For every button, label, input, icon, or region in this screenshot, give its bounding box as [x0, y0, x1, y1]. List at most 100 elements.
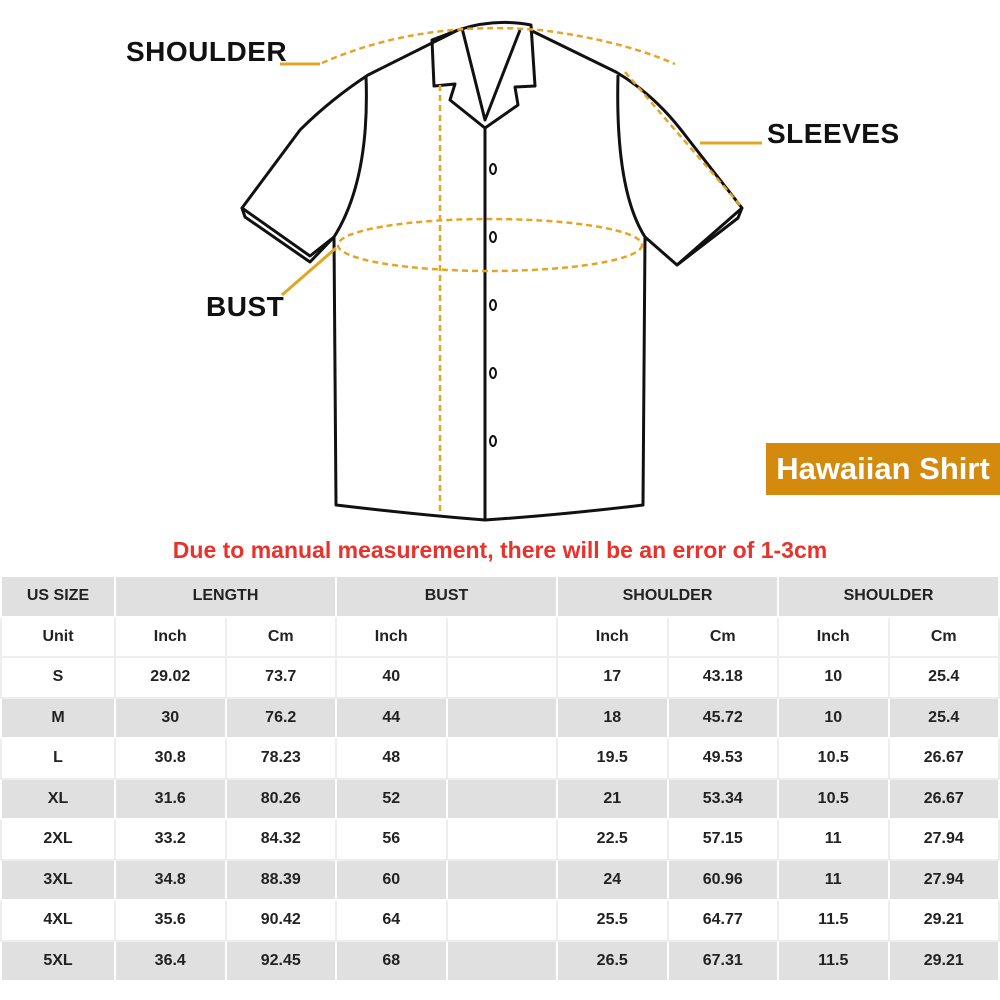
- unit-cell: Unit: [0, 615, 116, 658]
- value-cell: 34.8: [114, 858, 227, 901]
- value-cell: 48: [335, 737, 448, 780]
- value-cell: [445, 939, 558, 982]
- measurement-notice: Due to manual measurement, there will be…: [172, 537, 828, 563]
- value-cell: 92.45: [224, 939, 337, 982]
- size-cell: 3XL: [0, 858, 116, 901]
- shirt-illustration: [240, 20, 762, 522]
- value-cell: 25.4: [887, 696, 1000, 739]
- value-cell: 29.02: [114, 656, 227, 699]
- right-cuff: [676, 207, 744, 267]
- value-cell: 43.18: [666, 656, 779, 699]
- value-cell: 29.21: [887, 899, 1000, 942]
- value-cell: 30: [114, 696, 227, 739]
- shoulder-label: SHOULDER: [126, 36, 288, 67]
- value-cell: 45.72: [666, 696, 779, 739]
- value-cell: 26.5: [556, 939, 669, 982]
- value-cell: 60: [335, 858, 448, 901]
- collar: [430, 20, 537, 130]
- value-cell: 29.21: [887, 939, 1000, 982]
- header-cell: BUST: [335, 575, 558, 618]
- value-cell: [445, 818, 558, 861]
- unit-cell: Inch: [777, 615, 890, 658]
- shoulder-measure-line: [321, 26, 676, 66]
- value-cell: 64.77: [666, 899, 779, 942]
- value-cell: 67.31: [666, 939, 779, 982]
- size-cell: 2XL: [0, 818, 116, 861]
- value-cell: 11.5: [777, 939, 890, 982]
- table-row: XL 31.6 80.26 52 21 53.34 10.5 26.67: [0, 777, 1000, 820]
- value-cell: 27.94: [887, 818, 1000, 861]
- button: [489, 231, 497, 243]
- value-cell: [445, 696, 558, 739]
- size-cell: 4XL: [0, 899, 116, 942]
- bust-measure-line: [336, 217, 644, 273]
- value-cell: 52: [335, 777, 448, 820]
- unit-cell: Cm: [666, 615, 779, 658]
- value-cell: 17: [556, 656, 669, 699]
- value-cell: [445, 777, 558, 820]
- value-cell: 60.96: [666, 858, 779, 901]
- value-cell: 10: [777, 656, 890, 699]
- value-cell: 53.34: [666, 777, 779, 820]
- value-cell: 11: [777, 818, 890, 861]
- size-cell: 5XL: [0, 939, 116, 982]
- value-cell: 73.7: [224, 656, 337, 699]
- value-cell: 26.67: [887, 737, 1000, 780]
- value-cell: 36.4: [114, 939, 227, 982]
- sleeves-label: SLEEVES: [767, 118, 900, 149]
- value-cell: 88.39: [224, 858, 337, 901]
- button: [489, 163, 497, 175]
- size-cell: L: [0, 737, 116, 780]
- left-cuff: [240, 207, 336, 264]
- value-cell: 57.15: [666, 818, 779, 861]
- value-cell: [445, 737, 558, 780]
- table-row: 2XL 33.2 84.32 56 22.5 57.15 11 27.94: [0, 818, 1000, 861]
- value-cell: 22.5: [556, 818, 669, 861]
- collar-v: [460, 27, 522, 122]
- table-row: M 30 76.2 44 18 45.72 10 25.4: [0, 696, 1000, 739]
- unit-cell: Inch: [114, 615, 227, 658]
- header-cell: SHOULDER: [556, 575, 779, 618]
- table-row: L 30.8 78.23 48 19.5 49.53 10.5 26.67: [0, 737, 1000, 780]
- size-table: US SIZE LENGTH BUST SHOULDER SHOULDER Un…: [0, 575, 1000, 982]
- value-cell: 24: [556, 858, 669, 901]
- table-header-row: US SIZE LENGTH BUST SHOULDER SHOULDER: [0, 575, 1000, 618]
- value-cell: 26.67: [887, 777, 1000, 820]
- size-cell: S: [0, 656, 116, 699]
- value-cell: 30.8: [114, 737, 227, 780]
- value-cell: 76.2: [224, 696, 337, 739]
- value-cell: [445, 899, 558, 942]
- unit-cell: Cm: [887, 615, 1000, 658]
- value-cell: 19.5: [556, 737, 669, 780]
- button: [489, 435, 497, 447]
- value-cell: [445, 858, 558, 901]
- unit-cell: Inch: [556, 615, 669, 658]
- bust-label: BUST: [206, 291, 285, 322]
- value-cell: 31.6: [114, 777, 227, 820]
- bust-pointer: [281, 246, 337, 297]
- button: [489, 367, 497, 379]
- header-cell: LENGTH: [114, 575, 337, 618]
- value-cell: 27.94: [887, 858, 1000, 901]
- unit-row: Unit Inch Cm Inch Inch Cm Inch Cm: [0, 615, 1000, 658]
- value-cell: 10.5: [777, 737, 890, 780]
- table-row: S 29.02 73.7 40 17 43.18 10 25.4: [0, 656, 1000, 699]
- value-cell: 68: [335, 939, 448, 982]
- value-cell: 40: [335, 656, 448, 699]
- header-cell: SHOULDER: [777, 575, 1000, 618]
- value-cell: 49.53: [666, 737, 779, 780]
- unit-cell: [445, 615, 558, 658]
- value-cell: 35.6: [114, 899, 227, 942]
- value-cell: 78.23: [224, 737, 337, 780]
- table-row: 5XL 36.4 92.45 68 26.5 67.31 11.5 29.21: [0, 939, 1000, 982]
- value-cell: 21: [556, 777, 669, 820]
- value-cell: 33.2: [114, 818, 227, 861]
- size-cell: XL: [0, 777, 116, 820]
- table-row: 4XL 35.6 90.42 64 25.5 64.77 11.5 29.21: [0, 899, 1000, 942]
- value-cell: 11: [777, 858, 890, 901]
- product-name-badge: Hawaiian Shirt: [766, 443, 1000, 495]
- value-cell: 80.26: [224, 777, 337, 820]
- value-cell: 10.5: [777, 777, 890, 820]
- left-armhole: [332, 75, 368, 238]
